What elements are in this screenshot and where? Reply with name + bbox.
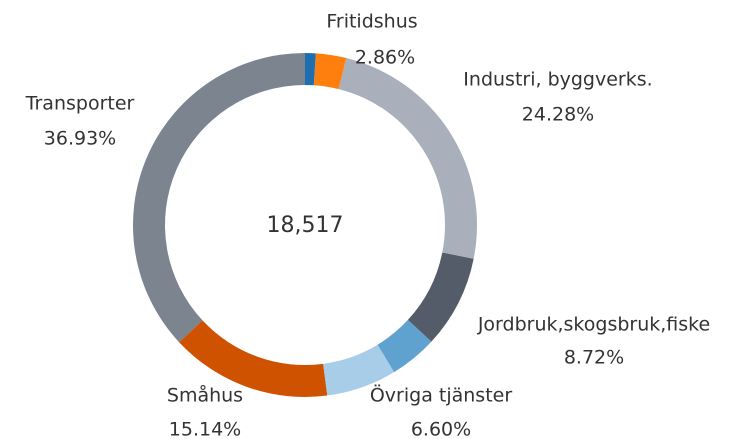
segment-label: Jordbruk,skogsbruk,fiske [477, 314, 710, 336]
donut-segment [133, 52, 305, 343]
donut-segment [377, 319, 432, 373]
segment-label: Övriga tjänster [370, 384, 512, 407]
segment-label: Industri, byggverks. [463, 69, 652, 91]
segment-value-label: 6.60% [411, 419, 471, 439]
segment-label: Småhus [167, 384, 243, 407]
donut-segment [338, 58, 477, 259]
segment-value-label: 2.86% [355, 47, 415, 69]
donut-segment [305, 53, 316, 86]
donut-segment [323, 344, 395, 396]
segment-value-label: 36.93% [44, 128, 116, 150]
donut-segment [313, 53, 347, 90]
donut-segment [407, 252, 474, 342]
donut-segment [179, 320, 328, 397]
segment-label: Transporter [25, 93, 135, 115]
segment-value-label: 8.72% [564, 347, 624, 369]
segment-value-label: 24.28% [522, 104, 594, 126]
segment-label: Fritidshus [326, 11, 417, 33]
center-total: 18,517 [267, 213, 344, 238]
segment-value-label: 15.14% [169, 419, 241, 439]
